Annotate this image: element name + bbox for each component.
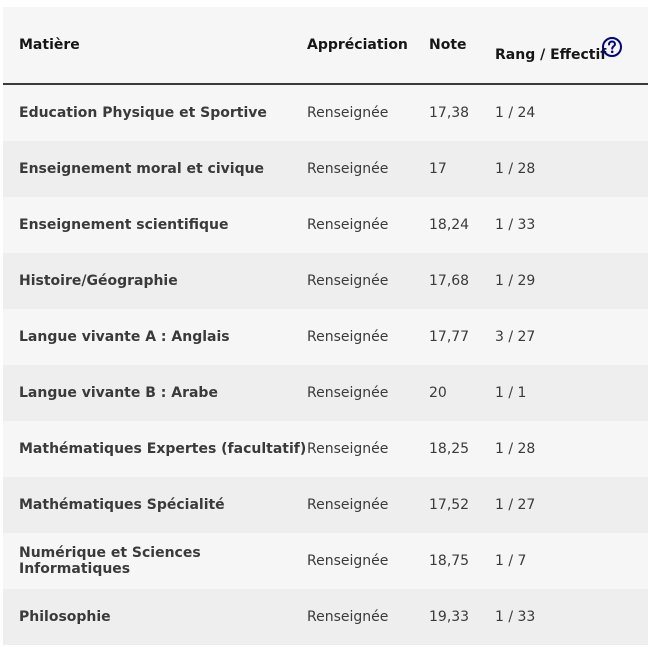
appreciation-cell: Renseignée <box>307 365 429 421</box>
grade-row: Enseignement moral et civique Renseignée 1… <box>3 141 648 197</box>
rank-cell: 3 / 27 <box>495 309 648 365</box>
appreciation-cell: Renseignée <box>307 141 429 197</box>
grade-row: Histoire/Géographie Renseignée 17,68 1 / 29 <box>3 253 648 309</box>
rank-cell: 1 / 33 <box>495 589 648 645</box>
grade-cell: 17,38 <box>429 84 495 141</box>
grade-row: Langue vivante A : Anglais Renseignée 17,7… <box>3 309 648 365</box>
grade-cell: 17,77 <box>429 309 495 365</box>
grade-cell: 18,24 <box>429 197 495 253</box>
appreciation-cell: Renseignée <box>307 84 429 141</box>
table-head: Matière Appréciation Note Rang / Effectif <box>3 7 648 85</box>
subject-cell: Langue vivante B : Arabe <box>3 365 307 421</box>
column-header: Appréciation <box>307 7 429 85</box>
grade-row: Philosophie Renseignée 19,33 1 / 33 <box>3 589 648 645</box>
grade-cell: 17,52 <box>429 477 495 533</box>
grades-table: Matière Appréciation Note Rang / Effectif E… <box>3 7 648 645</box>
appreciation-cell: Renseignée <box>307 253 429 309</box>
rank-cell: 1 / 27 <box>495 477 648 533</box>
subject-cell: Education Physique et Sportive <box>3 84 307 141</box>
grade-cell: 19,33 <box>429 589 495 645</box>
rank-cell: 1 / 1 <box>495 365 648 421</box>
grade-row: Enseignement scientifique Renseignée 18,24… <box>3 197 648 253</box>
subject-cell: Langue vivante A : Anglais <box>3 309 307 365</box>
appreciation-cell: Renseignée <box>307 477 429 533</box>
grade-row: Langue vivante B : Arabe Renseignée 20 1 / … <box>3 365 648 421</box>
rank-cell: 1 / 28 <box>495 141 648 197</box>
table-body: Education Physique et Sportive Renseignée… <box>3 84 648 645</box>
column-header: Matière <box>3 7 307 85</box>
rank-cell: 1 / 28 <box>495 421 648 477</box>
appreciation-cell: Renseignée <box>307 589 429 645</box>
grades-table-wrapper: Matière Appréciation Note Rang / Effectif E… <box>3 7 648 645</box>
grade-cell: 18,25 <box>429 421 495 477</box>
subject-cell: Mathématiques Spécialité <box>3 477 307 533</box>
rank-cell: 1 / 7 <box>495 533 648 589</box>
subject-cell: Histoire/Géographie <box>3 253 307 309</box>
appreciation-cell: Renseignée <box>307 309 429 365</box>
rank-cell: 1 / 29 <box>495 253 648 309</box>
grade-cell: 17,68 <box>429 253 495 309</box>
grade-cell: 20 <box>429 365 495 421</box>
grade-row: Education Physique et Sportive Renseignée… <box>3 84 648 141</box>
subject-cell: Mathématiques Expertes (facultatif) <box>3 421 307 477</box>
grade-row: Mathématiques Expertes (facultatif) Rense… <box>3 421 648 477</box>
column-header: Note <box>429 7 495 85</box>
subject-cell: Enseignement scientifique <box>3 197 307 253</box>
grade-cell: 17 <box>429 141 495 197</box>
subject-cell: Philosophie <box>3 589 307 645</box>
grade-cell: 18,75 <box>429 533 495 589</box>
help-icon[interactable] <box>601 36 623 58</box>
header-row: Matière Appréciation Note Rang / Effectif <box>3 7 648 85</box>
appreciation-cell: Renseignée <box>307 533 429 589</box>
column-header: Rang / Effectif <box>495 7 648 85</box>
rank-cell: 1 / 33 <box>495 197 648 253</box>
grade-row: Mathématiques Spécialité Renseignée 17,52 1… <box>3 477 648 533</box>
appreciation-cell: Renseignée <box>307 197 429 253</box>
grade-row: Numérique et Sciences Informatiques Rense… <box>3 533 648 589</box>
rank-cell: 1 / 24 <box>495 84 648 141</box>
subject-cell: Numérique et Sciences Informatiques <box>3 533 307 589</box>
subject-cell: Enseignement moral et civique <box>3 141 307 197</box>
appreciation-cell: Renseignée <box>307 421 429 477</box>
